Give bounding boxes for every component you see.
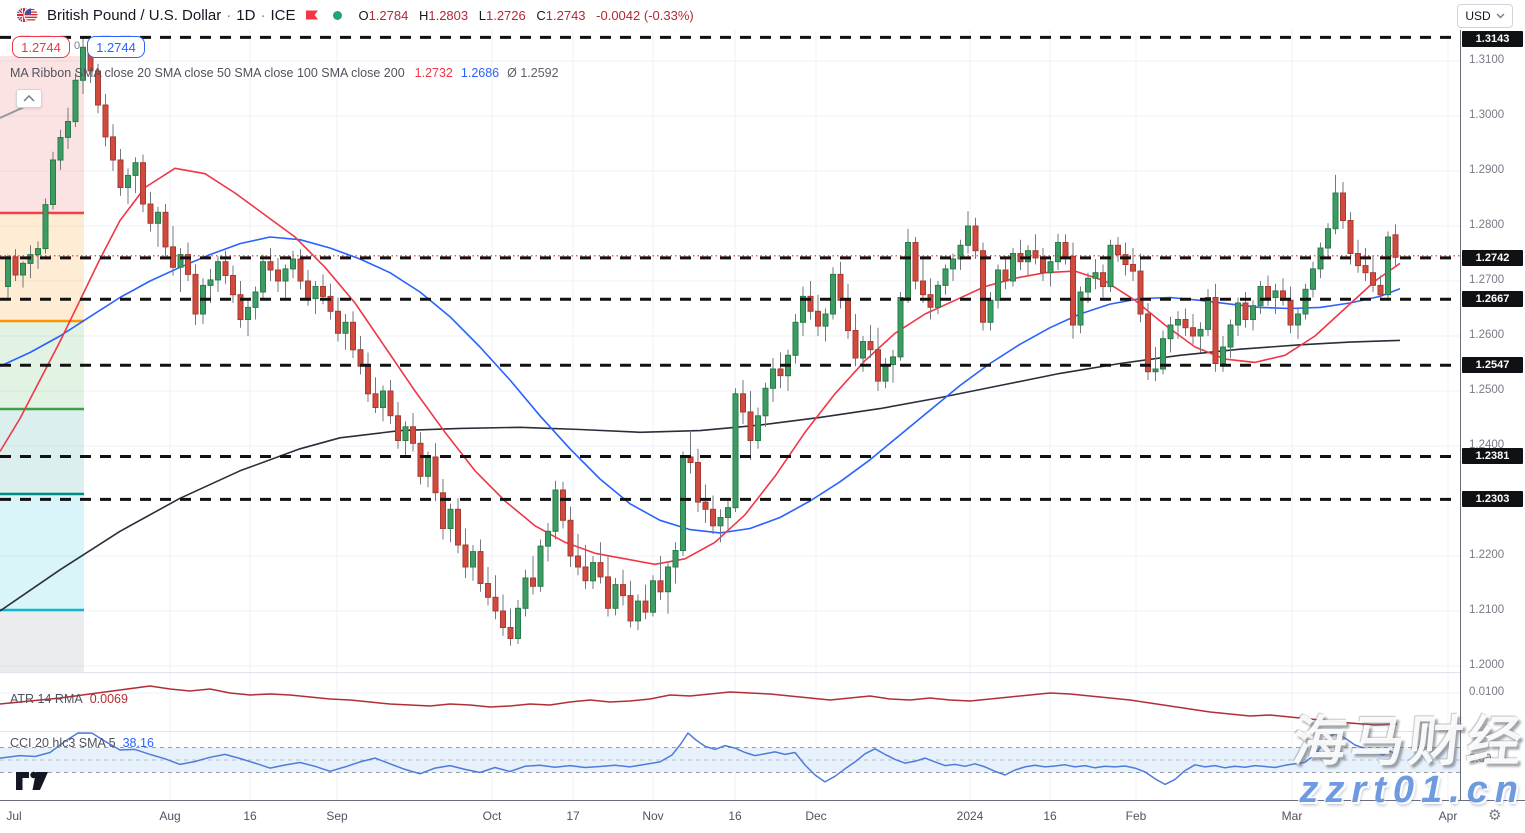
atr-value: 0.0069 xyxy=(89,692,128,706)
price-tick-label: 1.2500 xyxy=(1469,384,1505,396)
cci-line xyxy=(0,732,1398,786)
time-tick-label: Apr xyxy=(1438,809,1458,823)
time-tick-label: Mar xyxy=(1281,809,1303,823)
ma-value-avg: Ø 1.2592 xyxy=(507,66,559,80)
atr-indicator-legend[interactable]: ATR 14 RMA 0.0069 xyxy=(10,692,128,706)
time-tick-label: 2024 xyxy=(956,809,984,823)
candles-layer[interactable] xyxy=(5,37,1399,646)
atr-line xyxy=(0,685,1398,726)
indicator-tick-label: 0.00 xyxy=(1469,753,1492,765)
price-tick-label: 1.3100 xyxy=(1469,54,1505,66)
price-level-badge[interactable]: 1.2547 xyxy=(1462,357,1523,374)
price-level-badge[interactable]: 1.3143 xyxy=(1462,31,1523,47)
levels-layer[interactable] xyxy=(0,35,1460,501)
exchange-label: ICE xyxy=(270,6,296,24)
cci-value: 38.16 xyxy=(122,736,154,750)
price-tick-label: 1.2600 xyxy=(1469,329,1505,341)
time-axis[interactable]: Jul Aug 16 Sep Oct 17 Nov 16 Dec 2024 16 Feb Mar Apr xyxy=(0,800,1525,833)
price-tick-label: 1.2100 xyxy=(1469,604,1505,616)
price-level-badge[interactable]: 1.2667 xyxy=(1462,291,1523,308)
ohlc-readout: O1.2784 H1.2803 L1.2726 C1.2743 -0.0042 … xyxy=(358,7,694,23)
price-level-badge[interactable]: 1.2303 xyxy=(1462,491,1523,508)
time-tick-label: Sep xyxy=(326,809,348,823)
ma-ribbon-legend[interactable]: MA Ribbon SMA close 20 SMA close 50 SMA … xyxy=(10,66,559,80)
sma20-line xyxy=(0,167,1401,566)
pane-separator-main-atr[interactable] xyxy=(0,672,1525,673)
time-tick-label: 16 xyxy=(243,809,257,823)
price-level-badge[interactable]: 1.2381 xyxy=(1462,448,1523,465)
gridlines-layer xyxy=(0,30,1460,800)
ma-value-50: 1.2686 xyxy=(460,66,500,80)
time-tick-label: Dec xyxy=(805,809,827,823)
time-tick-label: 16 xyxy=(1043,809,1057,823)
sma50-line xyxy=(0,236,1401,534)
bid-price-box[interactable]: 1.2744 xyxy=(87,36,145,58)
flag-bookmark-icon[interactable] xyxy=(305,9,319,22)
price-tick-label: 1.2000 xyxy=(1469,659,1505,671)
chart-header: British Pound / U.S. Dollar · 1D · ICE O1.27… xyxy=(0,0,1525,30)
time-tick-label: Aug xyxy=(159,809,181,823)
ma-value-20: 1.2732 xyxy=(414,66,453,80)
time-tick-label: Jul xyxy=(6,809,22,823)
price-axis[interactable]: 1.3100 1.3000 1.2900 1.2800 1.2700 1.2600 1.25… xyxy=(1460,30,1525,800)
time-tick-label: Oct xyxy=(482,809,502,823)
price-tick-label: 1.3000 xyxy=(1469,109,1505,121)
tradingview-logo-icon[interactable] xyxy=(15,770,49,792)
spread-counter: 0 xyxy=(74,40,81,52)
indicator-tick-label: 0.0100 xyxy=(1469,686,1505,698)
price-change: -0.0042 (-0.33%) xyxy=(596,7,694,23)
price-tick-label: 1.2700 xyxy=(1469,274,1505,286)
market-status-dot-icon[interactable] xyxy=(333,10,343,20)
time-tick-label: 17 xyxy=(566,809,580,823)
price-tick-label: 1.2900 xyxy=(1469,164,1505,176)
interval-label[interactable]: 1D xyxy=(236,6,256,24)
price-tick-label: 1.2400 xyxy=(1469,439,1505,451)
chevron-up-icon xyxy=(23,95,35,102)
cci-indicator-legend[interactable]: CCI 20 hlc3 SMA 5 38.16 xyxy=(10,736,154,750)
price-tick-label: 1.2800 xyxy=(1469,219,1505,231)
time-tick-label: Feb xyxy=(1125,809,1147,823)
ma-ribbon-layer xyxy=(0,167,1401,612)
axis-settings-gear-icon[interactable]: ⚙ xyxy=(1488,807,1502,824)
time-tick-label: Nov xyxy=(642,809,664,823)
price-tick-label: 1.2200 xyxy=(1469,549,1505,561)
pane-separator-atr-cci[interactable] xyxy=(0,731,1525,732)
chevron-down-icon xyxy=(1496,13,1505,19)
price-level-badge[interactable]: 1.2742 xyxy=(1462,249,1523,266)
currency-dropdown[interactable]: USD xyxy=(1457,4,1513,28)
time-tick-label: 16 xyxy=(728,809,742,823)
position-zones-layer[interactable] xyxy=(0,56,84,672)
symbol-title[interactable]: British Pound / U.S. Dollar · 1D · ICE xyxy=(47,6,296,24)
ask-price-box[interactable]: 1.2744 xyxy=(12,36,70,58)
atr-pane-layer xyxy=(0,685,1398,726)
cci-pane-layer xyxy=(0,732,1460,786)
sma200-line xyxy=(0,339,1401,612)
currency-pair-flags-icon xyxy=(17,7,39,23)
collapse-legend-button[interactable] xyxy=(16,89,42,108)
